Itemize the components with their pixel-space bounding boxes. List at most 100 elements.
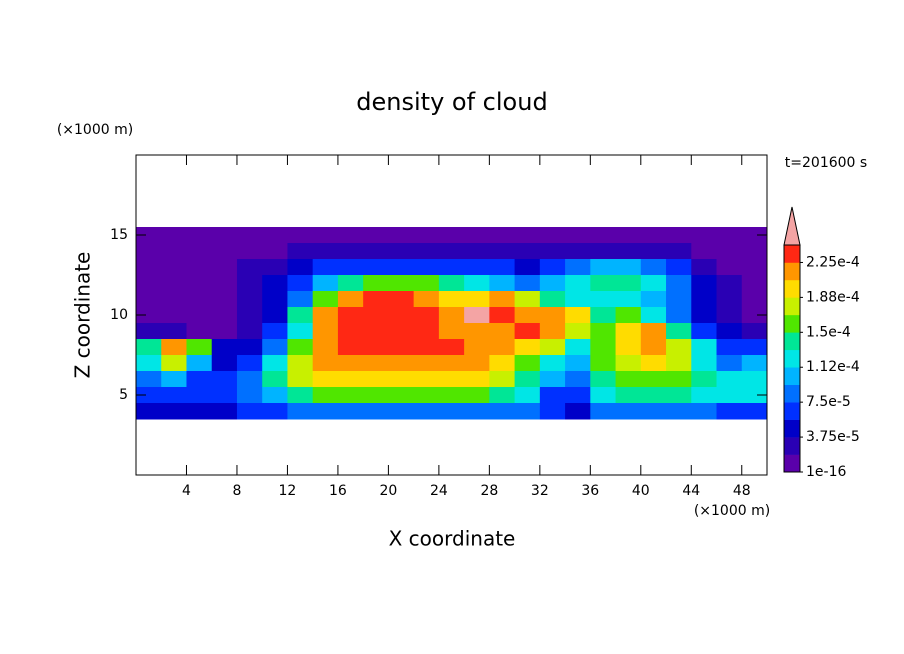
contour-cell (136, 243, 162, 260)
contour-cell (615, 259, 642, 276)
contour-cell (514, 403, 541, 420)
contour-cell (363, 355, 389, 372)
contour-cell (236, 307, 263, 324)
contour-cell (565, 355, 591, 372)
contour-cell (337, 323, 364, 340)
contour-cell (136, 227, 162, 244)
contour-cell (565, 387, 591, 404)
contour-cell (186, 307, 213, 324)
contour-cell (438, 243, 465, 260)
contour-cell (337, 339, 364, 356)
colorbar-bin (784, 262, 800, 281)
contour-cell (741, 323, 768, 340)
y-unit: (×1000 m) (57, 122, 133, 138)
contour-cell (312, 227, 339, 244)
contour-cell (565, 243, 591, 260)
contour-cell (211, 387, 238, 404)
contour-cell (539, 307, 566, 324)
contour-cell (489, 387, 516, 404)
contour-cell (666, 355, 692, 372)
contour-cell (489, 227, 516, 244)
contour-cell (413, 291, 440, 308)
contour-cell (262, 275, 288, 292)
contour-cell (691, 403, 718, 420)
contour-cell (438, 339, 465, 356)
contour-cell (161, 243, 187, 260)
contour-cell (287, 227, 314, 244)
colorbar-bin (784, 367, 800, 385)
contour-cell (388, 243, 415, 260)
contour-cell (741, 371, 768, 388)
contour-cell (489, 403, 516, 420)
contour-cell (489, 307, 516, 324)
contour-cell (539, 275, 566, 292)
contour-cell (565, 227, 591, 244)
contour-cell (539, 243, 566, 260)
contour-cell (312, 387, 339, 404)
contour-cell (312, 291, 339, 308)
contour-cell (236, 275, 263, 292)
contour-cell (539, 339, 566, 356)
contour-cell (464, 259, 490, 276)
contour-cell (287, 291, 314, 308)
contour-cell (615, 275, 642, 292)
contour-cell (363, 243, 389, 260)
contour-cell (438, 275, 465, 292)
contour-cell (489, 291, 516, 308)
x-tick-label: 40 (632, 483, 650, 499)
colorbar-label: 1.88e-4 (806, 289, 860, 305)
contour-cell (741, 259, 768, 276)
contour-cell (691, 259, 718, 276)
contour-cell (161, 307, 187, 324)
contour-cell (438, 259, 465, 276)
contour-cell (337, 275, 364, 292)
contour-cell (716, 339, 743, 356)
contour-cell (363, 259, 389, 276)
contour-cell (262, 339, 288, 356)
contour-cell (590, 275, 617, 292)
contour-cell (136, 307, 162, 324)
contour-cell (741, 291, 768, 308)
contour-cell (615, 371, 642, 388)
x-tick-label: 36 (581, 483, 599, 499)
x-tick-label: 4 (182, 483, 191, 499)
contour-cell (136, 291, 162, 308)
x-tick-label: 20 (379, 483, 397, 499)
contour-cell (363, 275, 389, 292)
contour-cell (211, 227, 238, 244)
contour-cell (363, 403, 389, 420)
contour-cell (615, 307, 642, 324)
contour-cell (236, 371, 263, 388)
contour-cell (565, 307, 591, 324)
contour-cell (413, 403, 440, 420)
contour-cell (312, 275, 339, 292)
contour-cell (565, 371, 591, 388)
contour-cell (312, 259, 339, 276)
contour-cell (211, 307, 238, 324)
contour-cell (312, 323, 339, 340)
colorbar-bin (784, 332, 800, 351)
contour-cell (262, 259, 288, 276)
contour-cell (489, 275, 516, 292)
contour-cell (236, 243, 263, 260)
contour-cell (666, 227, 692, 244)
contour-cell (539, 403, 566, 420)
contour-cell (590, 243, 617, 260)
contour-cell (590, 291, 617, 308)
contour-cell (262, 227, 288, 244)
colorbar-over (783, 206, 801, 246)
colorbar-label: 1.12e-4 (806, 359, 860, 375)
contour-cell (287, 259, 314, 276)
contour-cell (186, 275, 213, 292)
contour-cell (438, 323, 465, 340)
contour-cell (640, 291, 667, 308)
contour-cell (312, 307, 339, 324)
contour-cell (413, 323, 440, 340)
contour-cell (337, 371, 364, 388)
contour-cell (514, 371, 541, 388)
contour-cell (666, 323, 692, 340)
contour-cell (186, 339, 213, 356)
contour-cell (514, 259, 541, 276)
contour-cell (640, 339, 667, 356)
